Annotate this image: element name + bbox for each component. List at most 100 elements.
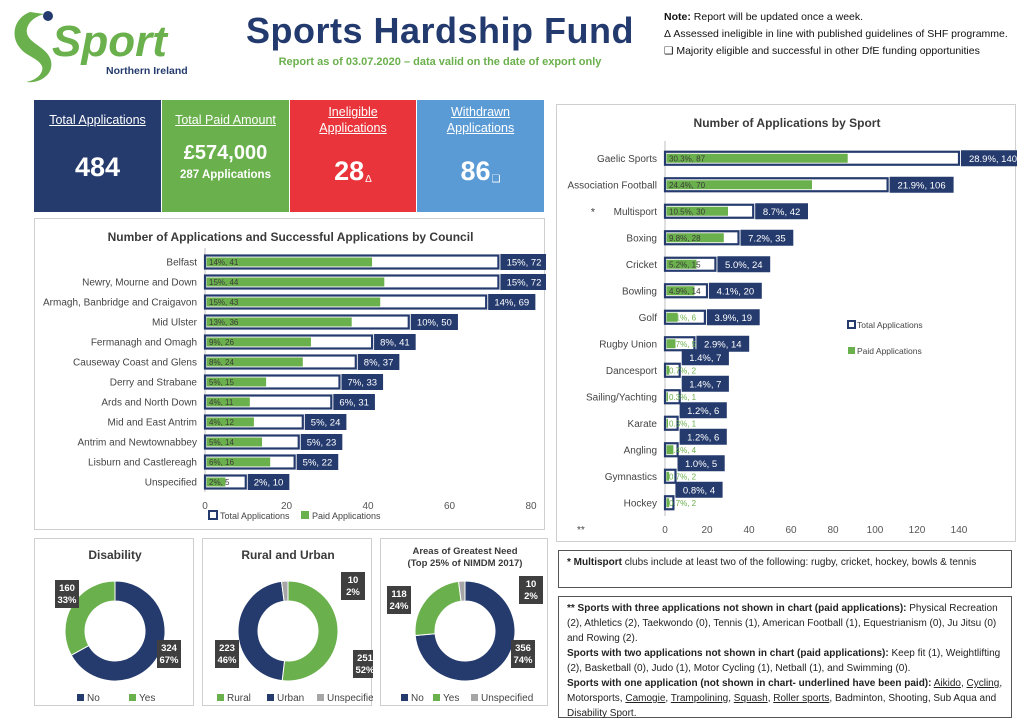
category-row: Association Football 24.4%, 70 21.9%, 106 <box>568 176 954 193</box>
slice-value: 10 <box>348 575 359 586</box>
paid-data-label: 15%, 43 <box>209 298 239 307</box>
paid-bar <box>206 277 385 287</box>
category-label: Rugby Union <box>599 339 657 350</box>
donut-subtitle: (Top 25% of NIMDM 2017) <box>408 558 523 569</box>
category-label: Derry and Strabane <box>110 378 198 389</box>
paid-data-label: 2%, 5 <box>209 478 230 487</box>
category-label: Hockey <box>624 498 657 509</box>
paid-data-label: 1.4%, 4 <box>669 446 697 455</box>
legend-label: Unspecified <box>327 693 373 704</box>
total-label-box <box>709 282 762 299</box>
council-chart-panel: Number of Applications and Successful Ap… <box>34 218 548 530</box>
category-label: Sailing/Yachting <box>586 392 657 403</box>
slice-value: 10 <box>526 579 537 590</box>
category-label: Boxing <box>626 233 657 244</box>
paid-data-label: 0.7%, 2 <box>669 499 697 508</box>
donut-slice <box>70 580 166 682</box>
ineligible-mark: Δ <box>365 174 372 185</box>
total-label-box <box>696 335 750 352</box>
x-tick-label: 0 <box>662 525 668 536</box>
total-label-box <box>677 455 725 472</box>
total-data-label: 3.9%, 19 <box>715 313 753 324</box>
paid-bar <box>666 365 670 375</box>
paid-data-label: 5%, 15 <box>209 378 234 387</box>
slice-label-box <box>387 586 411 614</box>
category-row: Bowling 4.9%, 14 4.1%, 20 <box>622 282 762 299</box>
category-row: Mid and East Antrim 4%, 12 5%, 24 <box>108 414 347 430</box>
paid-data-label: 8%, 24 <box>209 358 234 367</box>
total-label-box <box>341 374 384 390</box>
total-data-label: 21.9%, 106 <box>898 180 946 191</box>
paid-data-label: 0.7%, 2 <box>669 366 697 375</box>
total-data-label: 0.8%, 4 <box>683 485 715 496</box>
sport-legend: Total Applications Paid Applications <box>847 320 923 356</box>
category-row: Gaelic Sports 30.3%, 87 28.9%, 140 <box>597 150 1024 167</box>
kpi-label: Ineligible Applications <box>319 105 387 135</box>
category-prefix: * <box>591 206 596 218</box>
total-data-label: 1.0%, 5 <box>685 459 717 470</box>
donut-title: Areas of Greatest Need <box>412 546 517 557</box>
category-row: Dancesport 0.7%, 2 1.4%, 7 <box>606 349 729 378</box>
council-bar-chart: Number of Applications and Successful Ap… <box>43 230 548 521</box>
paid-data-label: 14%, 41 <box>209 258 239 267</box>
one-application-sport: Cycling <box>966 678 1000 689</box>
legend-label: Yes <box>139 693 155 704</box>
total-label-box <box>675 481 723 498</box>
legend-label-total: Total Applications <box>220 511 290 521</box>
multisport-note: * Multisport clubs include at least two … <box>558 550 1012 588</box>
donut-slice <box>457 580 466 602</box>
category-row: Ards and North Down 4%, 11 6%, 31 <box>101 394 375 410</box>
legend-swatch <box>317 694 324 701</box>
donut-slice <box>414 580 462 637</box>
total-label-box <box>706 309 760 326</box>
paid-bar <box>206 417 254 427</box>
greatest-need-panel: Areas of Greatest Need (Top 25% of NIMDM … <box>380 538 548 706</box>
donut-slice <box>237 580 286 682</box>
category-row: Mid Ulster 13%, 36 10%, 50 <box>152 314 458 330</box>
category-row: Belfast 14%, 41 15%, 72 <box>166 254 548 270</box>
total-bar <box>663 389 681 405</box>
paid-bar <box>206 357 303 367</box>
category-label: Causeway Coast and Glens <box>73 358 197 369</box>
total-label-box <box>410 314 458 330</box>
legend-label: Unspecified <box>481 693 533 704</box>
legend-label: No <box>411 693 424 704</box>
category-row: Angling 1.4%, 4 1.2%, 6 <box>624 428 727 458</box>
category-row: Karate 0.3%, 1 1.2%, 6 <box>628 402 727 431</box>
donut-slice <box>281 580 339 682</box>
total-bar <box>663 495 675 511</box>
header-notes: Note: Report will be updated once a week… <box>664 10 1020 58</box>
total-label-box <box>961 150 1024 167</box>
category-row: Armagh, Banbridge and Craigavon 15%, 43 14… <box>43 294 536 310</box>
total-data-label: 8%, 41 <box>380 338 410 349</box>
slice-value: 251 <box>357 653 373 664</box>
kpi-value: 86❑ <box>460 156 501 186</box>
total-label-box <box>889 176 954 193</box>
total-label-box <box>500 254 548 270</box>
category-row: Fermanagh and Omagh 9%, 26 8%, 41 <box>91 334 416 350</box>
total-data-label: 1.4%, 7 <box>689 379 721 390</box>
total-data-label: 28.9%, 140 <box>969 154 1017 165</box>
slice-label: 102% <box>519 576 543 604</box>
total-data-label: 8%, 37 <box>364 358 394 369</box>
chart-title: Number of Applications by Sport <box>694 116 881 130</box>
total-label-box <box>679 402 727 419</box>
category-label: Gymnastics <box>605 472 657 483</box>
slice-label-box <box>511 640 535 668</box>
sport-bar-chart: Number of Applications by Sport 0 20 40 60 80… <box>568 116 1024 536</box>
paid-data-label: 0.3%, 1 <box>669 393 697 402</box>
paid-bar <box>666 233 724 243</box>
total-data-label: 15%, 72 <box>507 278 542 289</box>
category-row: Unspecified 2%, 5 2%, 10 <box>145 474 290 490</box>
category-label: Cricket <box>626 260 657 271</box>
paid-data-label: 15%, 44 <box>209 278 239 287</box>
paid-bar <box>206 337 311 347</box>
paid-bar <box>666 206 728 216</box>
total-label-box <box>247 474 290 490</box>
total-label-box <box>333 394 375 410</box>
legend-swatch-paid <box>848 347 855 354</box>
